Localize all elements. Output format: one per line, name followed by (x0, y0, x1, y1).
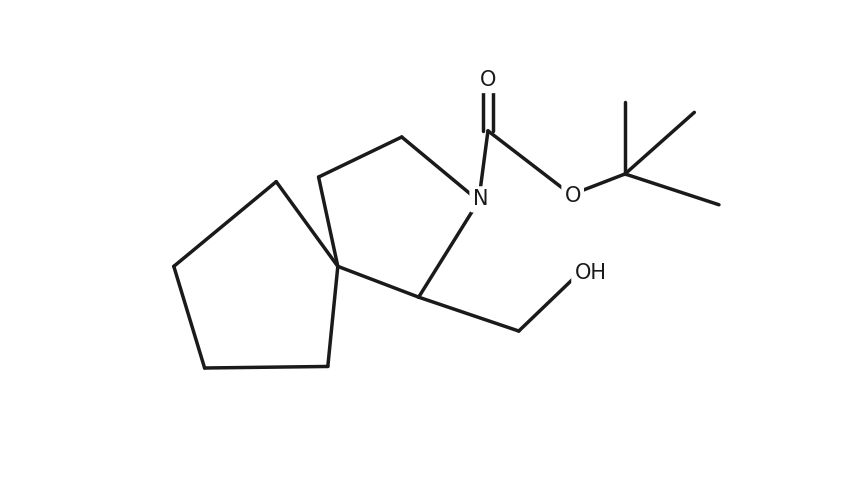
Text: O: O (480, 70, 496, 90)
Text: N: N (472, 190, 488, 210)
Text: O: O (564, 186, 581, 206)
Text: OH: OH (575, 262, 607, 282)
